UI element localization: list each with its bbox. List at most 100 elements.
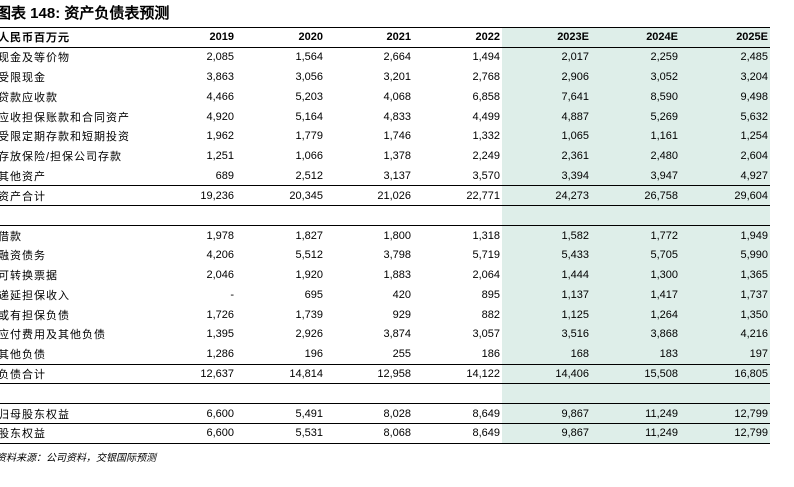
year-header: 2024E [591,27,680,48]
year-header: 2020 [236,27,325,48]
value-cell: 14,814 [236,363,325,385]
value-cell: 5,269 [591,106,680,127]
value-cell: - [230,288,234,301]
value-cell: 1,378 [383,150,411,163]
value-cell: 1,444 [502,265,591,285]
value-cell: 2,604 [680,146,770,167]
data-row: 存放保险/担保公司存款 1,251 1,066 1,378 2,249 2,361 2,48… [0,146,770,167]
value-cell: 1,978 [182,224,236,246]
value-cell: 2,085 [206,51,234,64]
value-cell: 5,531 [236,422,325,444]
spacer-cell [413,384,502,404]
data-row: 其他资产 689 2,512 3,137 3,570 3,394 3,947 4,927 [0,166,770,186]
spacer-cell [236,384,325,404]
value-cell: 3,056 [295,70,323,83]
value-cell: 3,201 [383,70,411,83]
value-cell: 9,867 [502,403,591,424]
value-cell: 4,068 [383,90,411,103]
data-row: 递延担保收入 - 695 420 895 1,137 1,417 1,737 [0,284,770,305]
data-row: 受限定期存款和短期投资 1,962 1,779 1,746 1,332 1,065 1,16… [0,126,770,147]
value-cell: 5,491 [236,403,325,424]
value-cell: 1,800 [325,224,413,246]
value-cell: 3,874 [383,328,411,341]
row-label: 应付费用及其他负债 [0,329,106,342]
value-cell: 2,259 [591,47,680,68]
value-cell: 12,799 [680,403,770,424]
value-cell: 186 [481,347,500,360]
row-label: 负债合计 [0,363,182,385]
value-cell: 9,498 [680,86,770,107]
unit-label: 人民币百万元 [0,27,182,48]
total-row: 负债合计 12,637 14,814 12,958 14,122 14,406 15,508… [0,363,770,385]
value-cell: 14,122 [413,363,502,385]
value-cell: 3,798 [383,249,411,262]
value-cell: 5,632 [680,106,770,127]
value-cell: 11,249 [591,403,680,424]
value-cell: 2,926 [295,328,323,341]
value-cell: 4,499 [472,110,500,123]
spacer-cell [325,384,413,404]
value-cell: 4,887 [502,106,591,127]
value-cell: 929 [392,308,411,321]
value-cell: 5,990 [680,245,770,266]
spacer-cell [591,383,680,404]
value-cell: 6,600 [182,403,236,424]
value-cell: 5,705 [591,245,680,266]
value-cell: 3,516 [502,324,591,345]
value-cell: 1,254 [680,126,770,147]
value-cell: 26,758 [591,185,680,207]
value-cell: 3,057 [472,328,500,341]
value-cell: 1,582 [502,224,591,246]
value-cell: 1,350 [680,304,770,325]
spacer-cell [236,206,325,226]
value-cell: 882 [481,308,500,321]
value-cell: 1,332 [472,130,500,143]
value-cell: 1,746 [383,130,411,143]
spacer-cell [591,205,680,226]
value-cell: 6,600 [182,422,236,444]
value-cell: 3,204 [680,67,770,87]
data-row: 其他负债 1,286 196 255 186 168 183 197 [0,344,770,365]
balance-sheet-table: 人民币百万元 2019 2020 2021 2022 2023E 2024E 2025E 现金及… [0,27,770,444]
value-cell: 1,161 [591,126,680,147]
value-cell: 3,137 [383,169,411,182]
value-cell: 11,249 [591,422,680,444]
value-cell: 689 [215,169,234,182]
value-cell: 8,590 [591,86,680,107]
total-row: 资产合计 19,236 20,345 21,026 22,771 24,273 26,758… [0,185,770,207]
value-cell: 1,494 [472,51,500,64]
row-label: 受限定期存款和短期投资 [0,131,130,144]
value-cell: 1,772 [591,224,680,246]
row-label: 或有担保负债 [0,309,70,322]
row-label: 其他负债 [0,348,46,361]
spacer-cell [502,205,591,226]
value-cell: 255 [392,347,411,360]
value-cell: 2,512 [295,169,323,182]
value-cell: 4,833 [383,110,411,123]
value-cell: 420 [392,288,411,301]
value-cell: 22,771 [413,185,502,207]
value-cell: 5,164 [295,110,323,123]
spacer-cell [680,383,770,404]
value-cell: 3,868 [591,324,680,345]
value-cell: 4,216 [680,324,770,345]
value-cell: 1,066 [295,150,323,163]
data-row: 或有担保负债 1,726 1,739 929 882 1,125 1,264 1,350 [0,304,770,325]
value-cell: 19,236 [182,185,236,207]
row-label: 应收担保账款和合同资产 [0,111,130,124]
spacer-cell [0,384,182,404]
year-header: 2021 [325,27,413,48]
value-cell: 9,867 [502,422,591,444]
value-cell: 29,604 [680,185,770,207]
value-cell: 21,026 [325,185,413,207]
data-row: 可转换票据 2,046 1,920 1,883 2,064 1,444 1,300 1,365 [0,265,770,285]
value-cell: 2,664 [383,51,411,64]
value-cell: 24,273 [502,185,591,207]
value-cell: 12,637 [182,363,236,385]
data-row: 应收担保账款和合同资产 4,920 5,164 4,833 4,499 4,887 5,26… [0,106,770,127]
value-cell: 3,052 [591,67,680,87]
data-row: 现金及等价物 2,085 1,564 2,664 1,494 2,017 2,259 2,48… [0,47,770,68]
spacer-row [0,205,770,226]
row-label: 受限现金 [0,71,46,84]
